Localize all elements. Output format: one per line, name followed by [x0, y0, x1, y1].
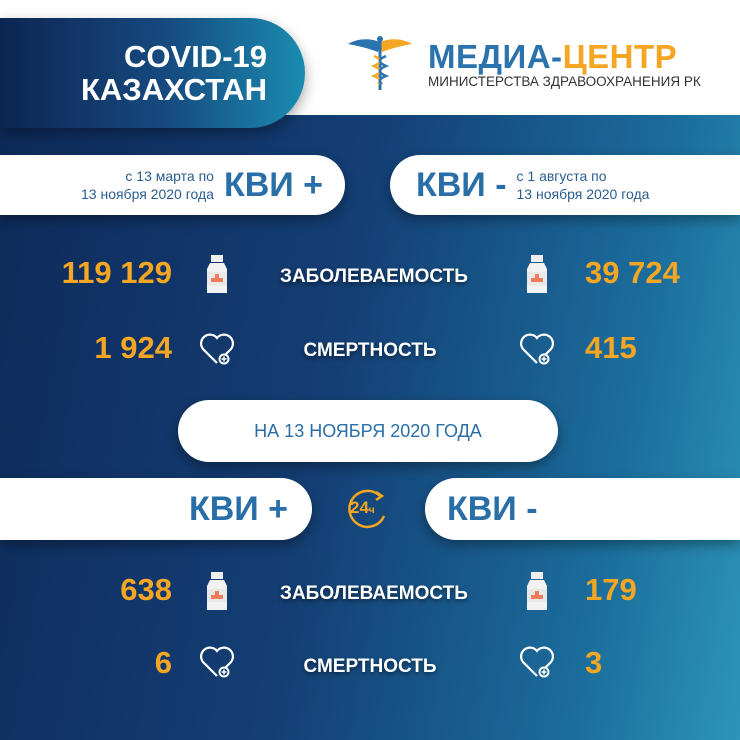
heart-icon	[518, 332, 556, 370]
cases-label: ЗАБОЛЕВАЕМОСТЬ	[280, 266, 468, 287]
cumulative-negative-deaths: 415	[585, 330, 637, 365]
medicine-bottle-icon	[206, 255, 228, 297]
kvi-negative-label: КВИ -	[447, 489, 538, 528]
daily-negative-cases: 179	[585, 572, 637, 607]
brand-subtitle: МИНИСТЕРСТВА ЗДРАВООХРАНЕНИЯ РК	[428, 74, 701, 89]
brand-part2: ЦЕНТР	[562, 38, 678, 75]
heart-icon	[518, 645, 556, 683]
date-pill: НА 13 НОЯБРЯ 2020 ГОДА	[178, 400, 558, 462]
brand-logo-text: МЕДИА-ЦЕНТР МИНИСТЕРСТВА ЗДРАВООХРАНЕНИЯ…	[428, 38, 701, 89]
cumulative-positive-deaths: 1 924	[94, 330, 172, 365]
period-line2: 13 ноября 2020 года	[81, 186, 214, 202]
period-line2: 13 ноября 2020 года	[516, 186, 650, 202]
cumulative-positive-pill: с 13 марта по 13 ноября 2020 года КВИ +	[0, 155, 345, 215]
kvi-positive-label: КВИ +	[223, 165, 323, 204]
24-hours-icon: 24ч	[344, 486, 390, 532]
badge-number: 24	[350, 498, 369, 517]
cumulative-negative-cases: 39 724	[585, 255, 680, 290]
brand-part1: МЕДИА-	[428, 38, 563, 75]
deaths-label: СМЕРТНОСТЬ	[303, 656, 437, 677]
period-line1: с 1 августа по	[516, 168, 607, 184]
kvi-negative-label: КВИ -	[416, 165, 507, 204]
period-line1: с 13 марта по	[125, 168, 214, 184]
daily-negative-deaths: 3	[585, 645, 603, 680]
kvi-positive-label: КВИ +	[188, 489, 288, 528]
title-banner: COVID-19 КАЗАХСТАН	[0, 18, 305, 128]
daily-positive-deaths: 6	[154, 645, 172, 680]
deaths-label: СМЕРТНОСТЬ	[303, 340, 437, 361]
daily-positive-pill: КВИ +	[0, 478, 312, 540]
date-label: НА 13 НОЯБРЯ 2020 ГОДА	[254, 420, 482, 441]
medicine-bottle-icon	[526, 255, 548, 297]
badge-unit: ч	[368, 505, 375, 516]
heart-icon	[198, 332, 236, 370]
cumulative-positive-cases: 119 129	[61, 255, 172, 290]
medicine-bottle-icon	[206, 572, 228, 614]
medicine-bottle-icon	[526, 572, 548, 614]
daily-negative-pill: КВИ -	[425, 478, 740, 540]
cases-label: ЗАБОЛЕВАЕМОСТЬ	[280, 583, 468, 604]
daily-positive-cases: 638	[120, 572, 172, 607]
title-line1: COVID-19	[124, 39, 267, 74]
heart-icon	[198, 645, 236, 683]
title-line2: КАЗАХСТАН	[81, 72, 267, 107]
caduceus-icon	[348, 36, 412, 90]
cumulative-negative-pill: КВИ - с 1 августа по 13 ноября 2020 года	[390, 155, 740, 215]
